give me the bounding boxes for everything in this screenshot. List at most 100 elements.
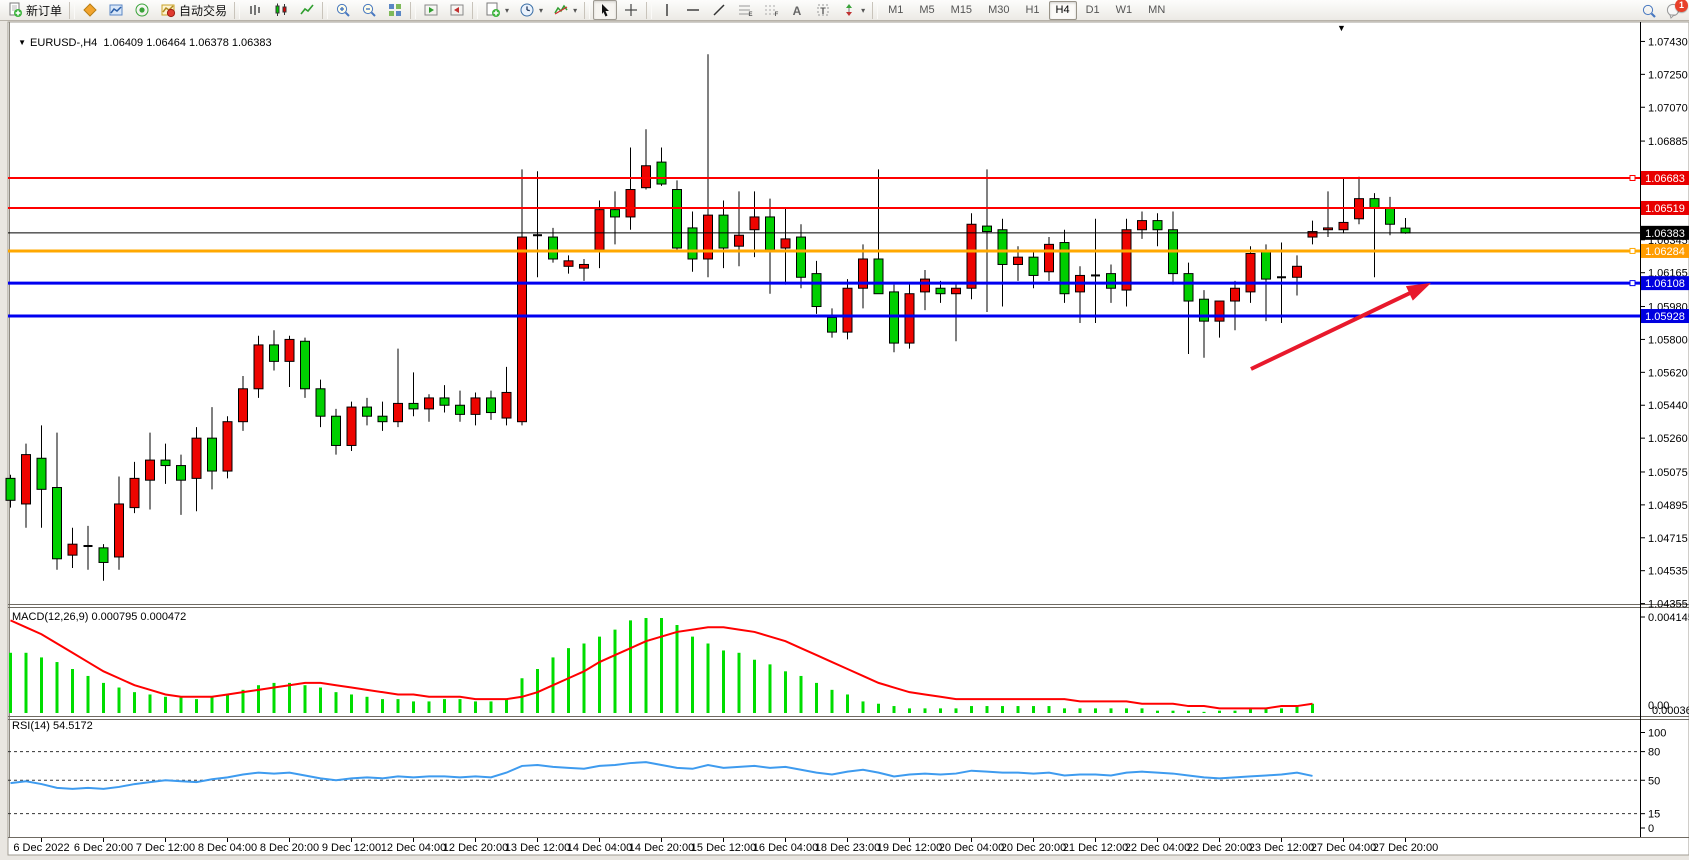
toolbar-separator: [872, 1, 879, 19]
new-chart-button[interactable]: ▾: [481, 0, 513, 20]
history-center-button[interactable]: [78, 0, 102, 20]
auto-scroll-button[interactable]: [419, 0, 443, 20]
svg-text:T: T: [820, 6, 826, 16]
indicators-menu-button[interactable]: ▾: [549, 0, 581, 20]
text-label-tool-icon: T: [817, 4, 829, 16]
toolbar-group: 自动交易: [77, 0, 232, 21]
signals-button[interactable]: [130, 0, 154, 20]
zoom-out-button[interactable]: [357, 0, 381, 20]
candle-body: [439, 397, 450, 406]
timeframe-m1-button[interactable]: M1: [888, 3, 904, 16]
notifications-button[interactable]: 1: [1665, 0, 1688, 19]
time-tick-label: 20 Dec 04:00: [939, 842, 1004, 854]
time-tick-label: 8 Dec 04:00: [198, 842, 257, 854]
text-label-tool-button[interactable]: T: [811, 0, 835, 20]
fibonacci-tool-button[interactable]: F: [759, 0, 783, 20]
price-tick-label: 1.05800: [1648, 334, 1688, 346]
zoom-in-icon: [336, 3, 350, 17]
horizontal-line-tool-button[interactable]: [681, 0, 705, 20]
chart-title-dropdown-icon[interactable]: ▼: [18, 38, 27, 47]
toolbar: 新订单 自动交易 ▾ ▾ ▾ E F A T ▾ M1 M5 M15 M30 H1 H4 D1 W1 MN 1: [0, 0, 1689, 21]
candle-body: [52, 487, 62, 560]
candle-body: [796, 236, 806, 278]
arrows-tool-button[interactable]: ▾: [837, 0, 869, 20]
timeframe-w1-button[interactable]: W1: [1115, 3, 1133, 16]
chart-ohlc-values: 1.06409 1.06464 1.06378 1.06383: [103, 37, 272, 49]
equidistant-channel-tool-button[interactable]: E: [733, 0, 757, 20]
toolbar-group: [330, 0, 408, 21]
svg-text:E: E: [749, 12, 753, 18]
candle-body: [21, 454, 31, 505]
time-tick-label: 14 Dec 20:00: [629, 842, 694, 854]
time-tick-label: 13 Dec 12:00: [505, 842, 570, 854]
profiles-button[interactable]: [104, 0, 128, 20]
level-marker[interactable]: [1629, 280, 1636, 287]
level-marker[interactable]: [1629, 175, 1636, 181]
candle-body: [238, 388, 248, 423]
time-tick-label: 19 Dec 12:00: [877, 842, 942, 854]
candle-body: [1323, 227, 1333, 231]
indicators-menu-dropdown-icon[interactable]: ▾: [573, 5, 578, 15]
bar-chart-mode-button[interactable]: [243, 0, 267, 20]
candle-body: [1385, 207, 1395, 225]
candle-body: [935, 287, 946, 295]
price-tick-label: 1.05440: [1648, 400, 1688, 412]
new-chart-icon: [486, 2, 501, 17]
price-badge: [1641, 276, 1689, 291]
text-tool-button[interactable]: A: [785, 0, 809, 20]
timeframe-m15-button[interactable]: M15: [950, 3, 973, 16]
timeframe-d1-button[interactable]: D1: [1085, 3, 1100, 16]
chart-shift-button[interactable]: [445, 0, 469, 20]
line-chart-mode-button[interactable]: [295, 0, 319, 20]
candle-body: [1307, 231, 1318, 238]
vertical-line-tool-button[interactable]: [655, 0, 679, 20]
toolbar-group: ▾ ▾ ▾: [480, 0, 582, 21]
new-order-button[interactable]: 新订单: [3, 0, 66, 20]
zoom-in-button[interactable]: [331, 0, 355, 20]
cursor-tool-button[interactable]: [593, 0, 618, 20]
candle-body: [563, 260, 574, 267]
candle-body: [517, 236, 527, 423]
tile-windows-button[interactable]: [383, 0, 407, 20]
auto-trading-button[interactable]: 自动交易: [156, 0, 231, 20]
candle-body: [36, 457, 47, 490]
level-marker[interactable]: [1629, 247, 1636, 254]
macd-tick-label: 0.00: [1648, 700, 1669, 712]
timeframe-h4-button[interactable]: H4: [1048, 0, 1077, 20]
timeframe-mn-button[interactable]: MN: [1148, 3, 1166, 16]
price-levels: 1.06683 1.06519 1.06383 1.06284 1.06108 1.059…: [8, 171, 1689, 324]
price-tick-label: 1.04715: [1648, 533, 1688, 545]
horizontal-line-tool-icon: [687, 9, 700, 11]
time-tick-label: 23 Dec 12:00: [1249, 842, 1314, 854]
trendline-tool-button[interactable]: [707, 0, 731, 20]
candles: [5, 54, 1411, 581]
time-tick-label: 22 Dec 20:00: [1187, 842, 1252, 854]
periods-menu-button[interactable]: ▾: [515, 0, 547, 20]
candle-body: [222, 421, 233, 472]
candle-body: [982, 225, 992, 233]
candle-body: [1261, 251, 1271, 280]
price-tick-label: 1.07430: [1648, 36, 1688, 48]
periods-menu-dropdown-icon[interactable]: ▾: [539, 5, 544, 15]
new-chart-dropdown-icon[interactable]: ▾: [505, 5, 510, 15]
crosshair-tool-button[interactable]: [619, 0, 643, 20]
price-badge-label: 1.05928: [1645, 311, 1685, 323]
zoom-out-icon: [362, 3, 376, 17]
arrows-tool-dropdown-icon[interactable]: ▾: [861, 5, 866, 15]
candle-chart-mode-button[interactable]: [269, 0, 293, 20]
toolbar-separator: [646, 1, 653, 19]
candle-body: [765, 216, 775, 251]
search-button[interactable]: [1641, 3, 1657, 19]
chart-menu-arrow-icon[interactable]: ▼: [1337, 23, 1346, 33]
svg-text:F: F: [775, 12, 779, 18]
toolbar-separator: [322, 1, 329, 19]
candle-body: [904, 293, 915, 344]
timeframe-m30-button[interactable]: M30: [988, 3, 1010, 16]
trend-arrow[interactable]: [1250, 283, 1431, 371]
chart-window: [7, 21, 1689, 856]
timeframe-m5-button[interactable]: M5: [919, 3, 935, 16]
timeframe-h1-button[interactable]: H1: [1025, 3, 1040, 16]
time-tick-label: 18 Dec 23:00: [815, 842, 880, 854]
arrows-tool-icon: [846, 4, 853, 16]
